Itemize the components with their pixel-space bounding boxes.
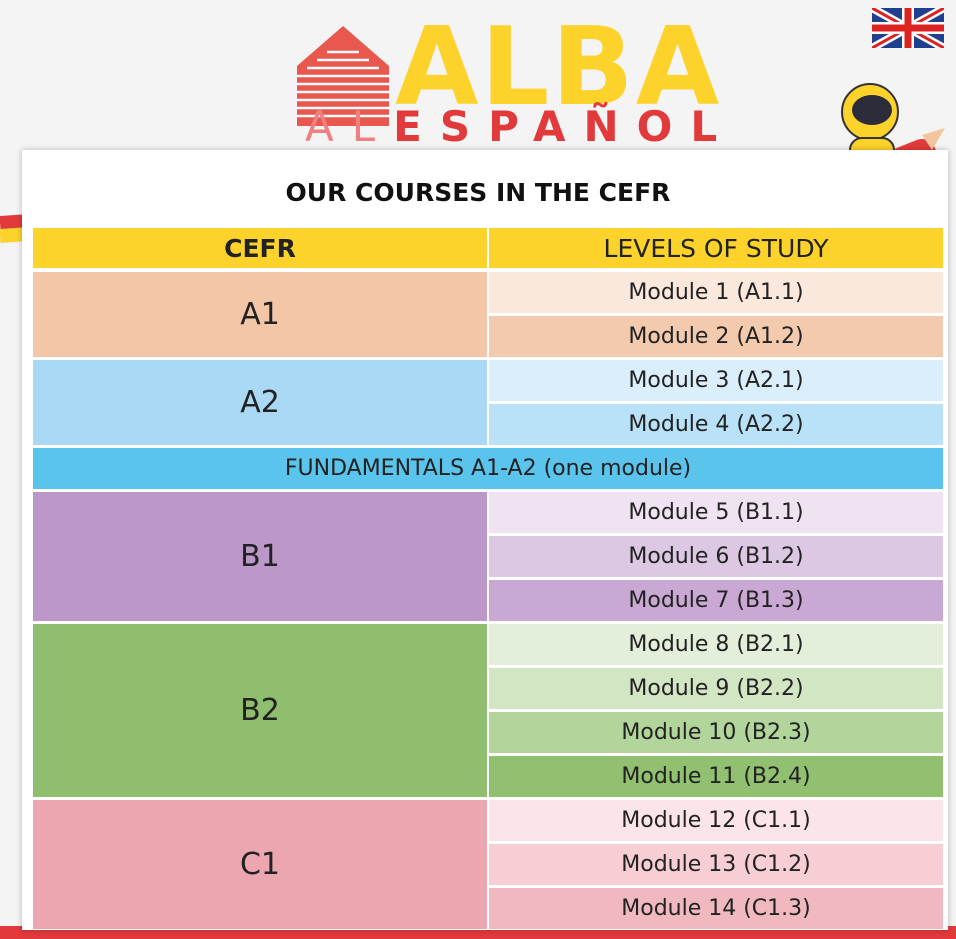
module-cell: Module 13 (C1.2)	[489, 844, 943, 885]
logo-brand: ALBA	[395, 5, 722, 130]
level-cell: B1	[33, 492, 487, 621]
language-flag[interactable]	[872, 8, 944, 48]
logo-tagline: ALESPAÑOL	[305, 102, 735, 152]
module-cell: Module 11 (B2.4)	[489, 756, 943, 797]
module-cell: Module 5 (B1.1)	[489, 492, 943, 533]
full-row: FUNDAMENTALS A1-A2 (one module)	[33, 448, 943, 489]
level-cell: A1	[33, 272, 487, 357]
module-cell: Module 9 (B2.2)	[489, 668, 943, 709]
level-cell: A2	[33, 360, 487, 445]
module-cell: Module 6 (B1.2)	[489, 536, 943, 577]
module-cell: Module 1 (A1.1)	[489, 272, 943, 313]
module-cell: Module 2 (A1.2)	[489, 316, 943, 357]
module-cell: Module 3 (A2.1)	[489, 360, 943, 401]
module-cell: Module 12 (C1.1)	[489, 800, 943, 841]
module-cell: Module 14 (C1.3)	[489, 888, 943, 929]
table-title: OUR COURSES IN THE CEFR	[285, 178, 671, 207]
logo-tagline-main: ESPAÑOL	[393, 102, 736, 151]
logo-icon	[297, 26, 389, 126]
module-cell: Module 8 (B2.1)	[489, 624, 943, 665]
logo-prefix: AL	[305, 102, 394, 151]
module-cell: Module 4 (A2.2)	[489, 404, 943, 445]
module-cell: Module 7 (B1.3)	[489, 580, 943, 621]
module-cell: Module 10 (B2.3)	[489, 712, 943, 753]
level-cell: C1	[33, 800, 487, 929]
header-cell: LEVELS OF STUDY	[489, 228, 943, 268]
level-cell: B2	[33, 624, 487, 797]
header-cell: CEFR	[33, 228, 487, 268]
